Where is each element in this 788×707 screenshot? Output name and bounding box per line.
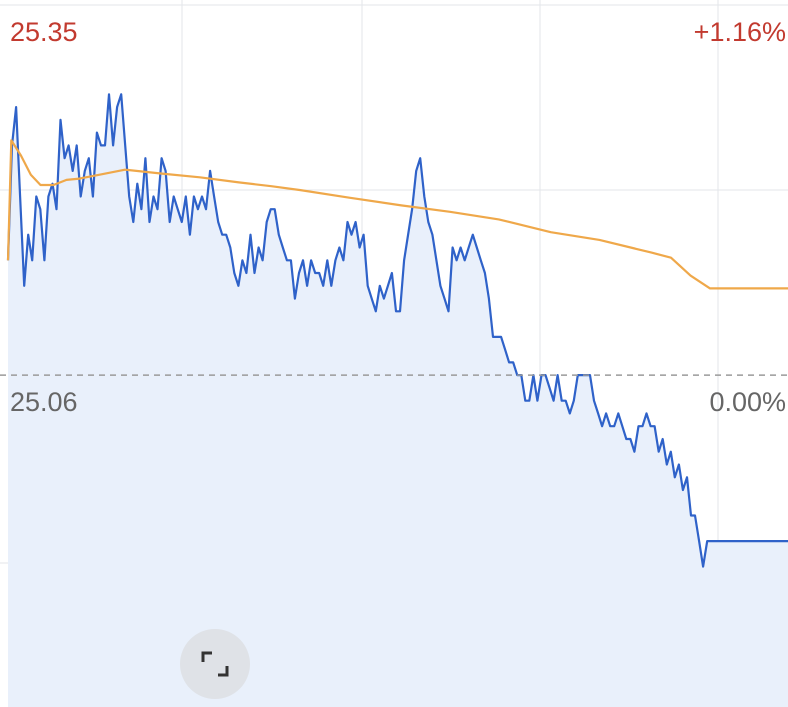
plot — [6, 93, 788, 707]
y2-tick-label: +1.16% — [694, 17, 786, 47]
button-bg[interactable] — [180, 629, 250, 699]
button-icon — [201, 651, 229, 677]
price-area — [8, 94, 788, 707]
y-tick-label: 25.35 — [10, 17, 78, 47]
average-line — [6, 139, 788, 290]
price-line — [6, 93, 788, 568]
y-tick-label: 25.06 — [10, 387, 78, 417]
y2-tick-label: 0.00% — [709, 387, 786, 417]
fullscreen-button[interactable] — [180, 629, 250, 699]
